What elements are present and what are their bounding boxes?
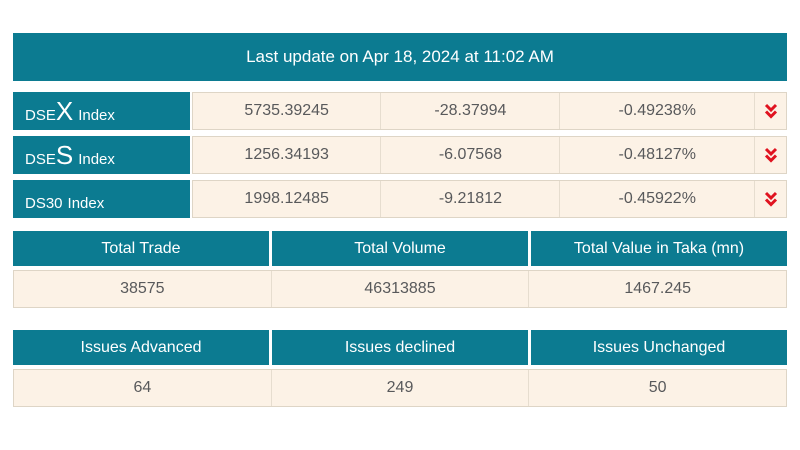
index-name-label: DSEX Index (25, 98, 115, 125)
issues-value-row: 64 249 50 (13, 369, 787, 407)
index-name-prefix: DSE (25, 106, 56, 124)
index-name-big-letter: X (55, 95, 74, 126)
header-issues-advanced: Issues Advanced (80, 338, 202, 356)
index-name-suffix: Index (67, 194, 105, 212)
index-values-group: 5735.39245 -28.37994 -0.49238% (192, 92, 787, 130)
index-row-ds30: DS30 Index 1998.12485 -9.21812 -0.45922% (13, 180, 787, 218)
total-volume-value: 46313885 (270, 271, 529, 307)
index-change-percent: -0.45922% (559, 181, 754, 217)
index-values-group: 1256.34193 -6.07568 -0.48127% (192, 136, 787, 174)
index-name-label: DSES Index (25, 142, 115, 169)
totals-section: Total Trade Total Volume Total Value in … (13, 231, 787, 308)
index-name-dsex: DSEX Index (13, 92, 190, 130)
last-update-text: Last update on Apr 18, 2024 at 11:02 AM (246, 47, 554, 66)
double-chevron-down-icon (764, 103, 777, 119)
issues-unchanged-value: 50 (528, 370, 786, 406)
index-direction-cell (754, 93, 786, 129)
index-direction-cell (754, 181, 786, 217)
issues-section: Issues Advanced Issues declined Issues U… (13, 330, 787, 407)
double-chevron-down-icon (764, 147, 777, 163)
index-change-percent: -0.49238% (559, 93, 754, 129)
index-name-dses: DSES Index (13, 136, 190, 174)
header-issues-declined: Issues declined (269, 330, 528, 365)
index-change: -28.37994 (380, 93, 559, 129)
totals-value-row: 38575 46313885 1467.245 (13, 270, 787, 308)
index-row-dses: DSES Index 1256.34193 -6.07568 -0.48127% (13, 136, 787, 174)
index-value: 1998.12485 (244, 190, 329, 207)
header-total-value-taka: Total Value in Taka (mn) (528, 231, 787, 266)
index-change-percent: -0.48127% (559, 137, 754, 173)
issues-declined-value: 249 (270, 370, 529, 406)
index-name-suffix: Index (78, 150, 115, 168)
index-name-label: DS30 Index (25, 186, 104, 213)
index-name-big-letter: S (55, 139, 74, 170)
issues-header-row: Issues Advanced Issues declined Issues U… (13, 330, 787, 365)
total-value-taka-value: 1467.245 (528, 271, 786, 307)
index-row-dsex: DSEX Index 5735.39245 -28.37994 -0.49238% (13, 92, 787, 130)
index-change: -6.07568 (380, 137, 559, 173)
index-value: 1256.34193 (244, 146, 329, 163)
header-total-volume: Total Volume (269, 231, 528, 266)
totals-header-row: Total Trade Total Volume Total Value in … (13, 231, 787, 266)
header-issues-unchanged: Issues Unchanged (528, 330, 787, 365)
index-value: 5735.39245 (244, 102, 329, 119)
issues-advanced-value: 64 (133, 379, 152, 396)
index-name-suffix: Index (78, 106, 115, 124)
index-name-ds30: DS30 Index (13, 180, 190, 218)
double-chevron-down-icon (764, 191, 777, 207)
index-name-prefix: DSE (25, 150, 56, 168)
dse-market-summary: Last update on Apr 18, 2024 at 11:02 AM … (13, 33, 787, 407)
index-table: DSEX Index 5735.39245 -28.37994 -0.49238%… (13, 92, 787, 218)
index-change: -9.21812 (380, 181, 559, 217)
index-name-prefix: DS30 (25, 194, 63, 212)
header-total-trade: Total Trade (101, 239, 181, 257)
index-direction-cell (754, 137, 786, 173)
total-trade-value: 38575 (120, 280, 165, 297)
last-update-banner: Last update on Apr 18, 2024 at 11:02 AM (13, 33, 787, 81)
index-values-group: 1998.12485 -9.21812 -0.45922% (192, 180, 787, 218)
